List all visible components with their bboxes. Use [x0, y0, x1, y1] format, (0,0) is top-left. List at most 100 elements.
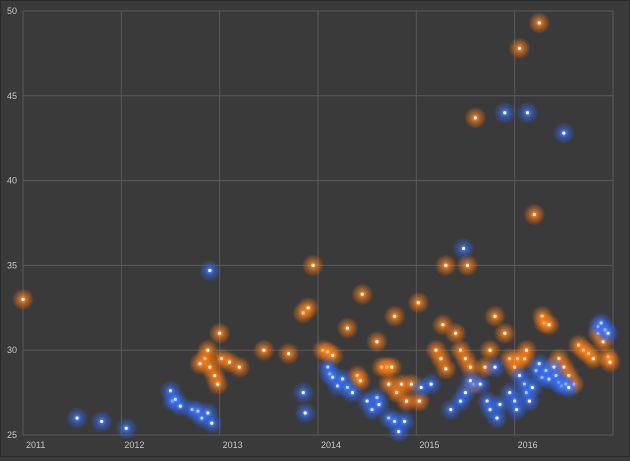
point-core — [498, 402, 502, 407]
point-core — [393, 314, 397, 318]
point-core — [606, 331, 610, 335]
point-core — [473, 116, 477, 120]
point-core — [454, 331, 458, 335]
point-core — [503, 331, 507, 335]
orange-data-point — [479, 339, 502, 362]
orange-data-point — [206, 373, 229, 396]
orange-data-point — [383, 305, 406, 328]
blue-data-point — [493, 101, 516, 124]
point-core — [608, 360, 612, 364]
point-core — [478, 382, 482, 386]
blue-data-point — [552, 122, 575, 145]
blue-data-point — [557, 376, 580, 399]
point-core — [567, 385, 571, 390]
point-core — [429, 382, 433, 386]
point-core — [525, 111, 530, 115]
blue-data-point — [469, 373, 492, 396]
blue-data-point — [66, 407, 89, 430]
orange-data-point — [336, 317, 359, 340]
point-core — [495, 416, 499, 420]
point-core — [360, 292, 364, 296]
point-core — [530, 385, 534, 390]
point-core — [527, 399, 532, 403]
blue-data-point — [516, 101, 539, 124]
x-tick-label: 2014 — [321, 440, 341, 450]
data-points — [12, 11, 622, 443]
point-core — [390, 365, 394, 369]
point-core — [206, 348, 210, 352]
point-core — [463, 391, 468, 395]
orange-data-point — [434, 357, 457, 380]
point-core — [493, 314, 497, 318]
y-tick-label: 30 — [7, 345, 17, 355]
orange-data-point — [484, 305, 506, 328]
orange-data-point — [599, 351, 622, 374]
x-axis-labels: 2011 2012 2013 2014 2015 2016 — [26, 440, 538, 450]
point-core — [537, 21, 541, 25]
orange-data-point — [252, 339, 275, 362]
point-core — [208, 268, 212, 273]
orange-data-point — [493, 322, 516, 345]
y-axis-labels: 25 30 35 40 45 50 — [7, 6, 17, 440]
point-core — [488, 348, 492, 352]
point-core — [306, 306, 310, 310]
point-core — [404, 399, 409, 403]
orange-data-point — [464, 106, 487, 129]
point-core — [350, 391, 355, 395]
blue-data-point — [294, 401, 317, 424]
point-core — [417, 399, 421, 403]
point-core — [100, 419, 104, 424]
point-core — [216, 382, 220, 386]
point-core — [358, 379, 362, 383]
point-core — [345, 326, 350, 330]
point-core — [503, 111, 507, 115]
orange-data-point — [351, 283, 374, 306]
orange-data-point — [380, 356, 403, 379]
x-tick-label: 2012 — [124, 440, 144, 450]
point-core — [591, 357, 595, 361]
blue-data-point — [484, 356, 506, 379]
point-core — [402, 419, 407, 424]
point-core — [441, 323, 445, 327]
orange-data-point — [277, 342, 300, 365]
orange-data-point — [208, 322, 231, 345]
point-core — [198, 362, 202, 366]
blue-data-point — [90, 410, 113, 433]
orange-data-point — [523, 203, 546, 226]
point-core — [124, 426, 128, 430]
point-core — [468, 365, 473, 369]
point-core — [465, 263, 470, 267]
point-core — [237, 365, 241, 369]
point-core — [515, 407, 519, 412]
point-core — [493, 365, 497, 369]
blue-data-point — [393, 410, 416, 433]
point-core — [524, 348, 529, 352]
blue-data-point — [115, 417, 138, 440]
point-core — [377, 402, 381, 407]
orange-data-point — [297, 296, 320, 319]
x-tick-label: 2011 — [26, 440, 45, 450]
point-core — [303, 411, 307, 415]
blue-data-point — [200, 412, 223, 435]
orange-data-point — [407, 291, 430, 314]
point-core — [301, 391, 305, 395]
point-core — [444, 367, 448, 371]
point-core — [286, 351, 291, 356]
point-core — [218, 331, 222, 335]
x-tick-label: 2016 — [518, 440, 538, 450]
y-tick-label: 50 — [7, 6, 17, 16]
point-core — [562, 131, 566, 135]
orange-data-point — [508, 37, 531, 60]
point-core — [547, 323, 551, 327]
y-tick-label: 40 — [7, 176, 17, 186]
point-core — [461, 246, 466, 251]
orange-data-point — [366, 330, 388, 353]
point-core — [210, 421, 214, 425]
point-core — [21, 297, 25, 301]
point-core — [331, 353, 335, 357]
point-core — [375, 340, 379, 344]
blue-data-point — [198, 259, 221, 282]
point-core — [532, 212, 536, 217]
